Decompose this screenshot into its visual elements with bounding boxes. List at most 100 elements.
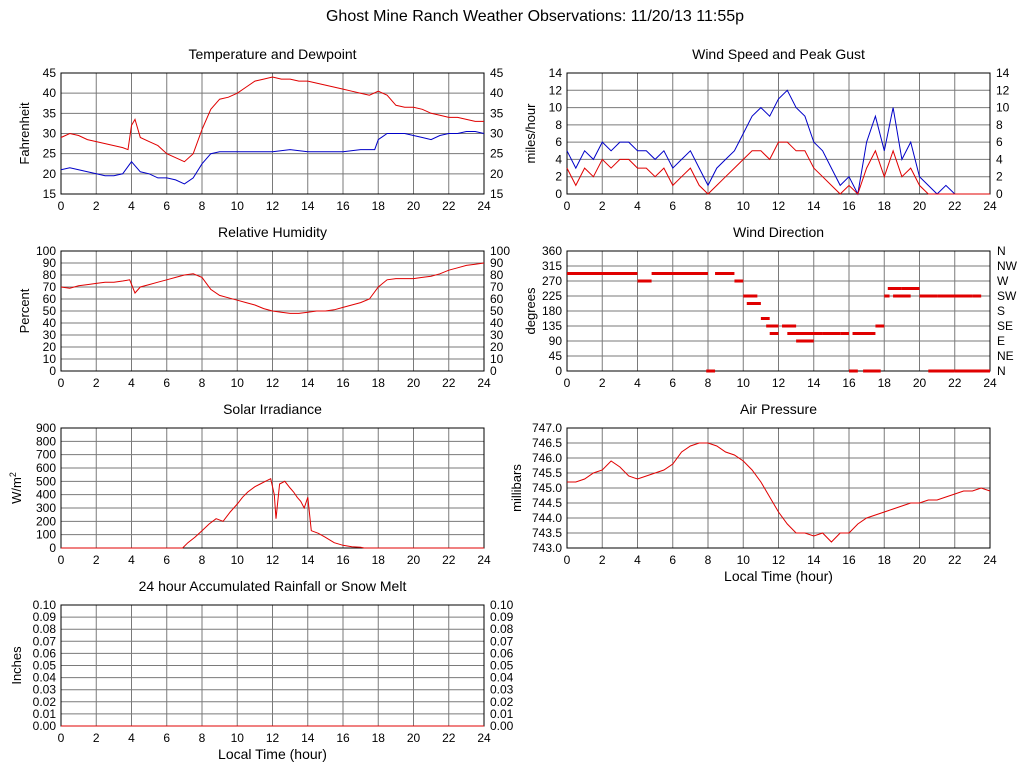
wind_direction-x-tick-label: 22 xyxy=(948,376,962,390)
rainfall-y-tick-label: 0.10 xyxy=(33,598,57,612)
solar-y-tick-label: 900 xyxy=(36,421,56,435)
rainfall-y-right-tick-label: 0.04 xyxy=(490,671,514,685)
humidity-x-tick-label: 20 xyxy=(407,376,421,390)
wind_speed-x-tick-label: 20 xyxy=(913,199,927,213)
pressure-y-tick-label: 744.5 xyxy=(532,496,562,510)
wind_speed-x-tick-label: 12 xyxy=(772,199,786,213)
wind_direction-x-tick-label: 20 xyxy=(913,376,927,390)
humidity-y-tick-label: 10 xyxy=(43,352,57,366)
solar-y-tick-label: 700 xyxy=(36,448,56,462)
rainfall-x-tick-label: 0 xyxy=(58,731,65,745)
temperature-x-tick-label: 12 xyxy=(266,199,280,213)
solar-x-tick-label: 8 xyxy=(199,553,206,567)
humidity-ylabel: Percent xyxy=(17,288,32,333)
rainfall-y-tick-label: 0.02 xyxy=(33,695,57,709)
rainfall-xlabel: Local Time (hour) xyxy=(218,746,327,762)
humidity-x-tick-label: 12 xyxy=(266,376,280,390)
rainfall-y-tick-label: 0.01 xyxy=(33,707,57,721)
wind_direction-y-tick-label: 45 xyxy=(549,349,563,363)
temperature-ylabel: Fahrenheit xyxy=(17,102,32,165)
humidity-y-right-tick-label: 60 xyxy=(490,292,504,306)
solar-x-tick-label: 24 xyxy=(477,553,491,567)
rainfall-y-tick-label: 0.00 xyxy=(33,719,57,733)
rainfall-x-tick-label: 20 xyxy=(407,731,421,745)
humidity-y-right-tick-label: 100 xyxy=(490,244,510,258)
wind_speed-x-tick-label: 4 xyxy=(634,199,641,213)
wind_speed-y-right-tick-label: 12 xyxy=(996,83,1010,97)
pressure-xlabel: Local Time (hour) xyxy=(724,568,833,584)
humidity-y-right-tick-label: 30 xyxy=(490,328,504,342)
temperature-x-tick-label: 18 xyxy=(372,199,386,213)
pressure-x-tick-label: 12 xyxy=(772,553,786,567)
temperature-x-tick-label: 6 xyxy=(163,199,170,213)
humidity-x-tick-label: 18 xyxy=(372,376,386,390)
rainfall-y-right-tick-label: 0.06 xyxy=(490,646,514,660)
temperature-x-tick-label: 4 xyxy=(128,199,135,213)
wind_speed-title: Wind Speed and Peak Gust xyxy=(692,46,865,62)
pressure-x-tick-label: 16 xyxy=(842,553,856,567)
humidity-x-tick-label: 8 xyxy=(199,376,206,390)
wind_speed-x-tick-label: 16 xyxy=(842,199,856,213)
pressure-frame xyxy=(566,427,991,549)
wind_speed-y-tick-label: 0 xyxy=(555,187,562,201)
rainfall-y-right-tick-label: 0.00 xyxy=(490,719,514,733)
wind_speed-y-right-tick-label: 4 xyxy=(996,152,1003,166)
rainfall-y-right-tick-label: 0.05 xyxy=(490,659,514,673)
temperature-x-tick-label: 16 xyxy=(336,199,350,213)
wind_direction-y-tick-label: 315 xyxy=(542,259,562,273)
solar-y-tick-label: 300 xyxy=(36,501,56,515)
wind_speed-x-tick-label: 6 xyxy=(669,199,676,213)
humidity-y-tick-label: 80 xyxy=(43,268,57,282)
solar-x-tick-label: 0 xyxy=(58,553,65,567)
wind_speed-series-1-line xyxy=(566,141,990,195)
wind_direction-x-tick-label: 18 xyxy=(878,376,892,390)
wind_direction-y-tick-label: 90 xyxy=(549,334,563,348)
wind_speed-y-right-tick-label: 14 xyxy=(996,66,1010,80)
wind_direction-y-tick-label: 180 xyxy=(542,304,562,318)
wind_direction-compass-label: NE xyxy=(997,349,1014,363)
temperature-y-right-tick-label: 30 xyxy=(490,127,504,141)
solar-x-tick-label: 4 xyxy=(128,553,135,567)
humidity-x-tick-label: 2 xyxy=(93,376,100,390)
pressure-title: Air Pressure xyxy=(740,401,817,417)
temperature-y-right-tick-label: 35 xyxy=(490,106,504,120)
wind_direction-compass-label: N xyxy=(997,244,1006,258)
humidity-x-tick-label: 4 xyxy=(128,376,135,390)
wind_direction-frame xyxy=(566,250,991,372)
humidity-x-tick-label: 16 xyxy=(336,376,350,390)
solar-ylabel: W/m2 xyxy=(8,472,24,504)
solar-x-tick-label: 2 xyxy=(93,553,100,567)
temperature-x-tick-label: 24 xyxy=(477,199,491,213)
humidity-title: Relative Humidity xyxy=(218,224,327,240)
wind_speed-y-tick-label: 4 xyxy=(555,152,562,166)
pressure-x-tick-label: 10 xyxy=(737,553,751,567)
pressure-x-tick-label: 2 xyxy=(599,553,606,567)
pressure-x-tick-label: 24 xyxy=(983,553,997,567)
humidity-y-right-tick-label: 10 xyxy=(490,352,504,366)
wind_direction-compass-label: N xyxy=(997,364,1006,378)
wind_direction-y-tick-label: 225 xyxy=(542,289,562,303)
humidity-y-tick-label: 60 xyxy=(43,292,57,306)
wind_speed-y-right-tick-label: 0 xyxy=(996,187,1003,201)
pressure-x-tick-label: 6 xyxy=(669,553,676,567)
pressure-y-tick-label: 746.5 xyxy=(532,436,562,450)
humidity-frame xyxy=(60,250,485,372)
temperature-y-tick-label: 25 xyxy=(43,147,57,161)
wind_direction-compass-label: W xyxy=(997,274,1009,288)
rainfall-y-tick-label: 0.03 xyxy=(33,683,57,697)
wind_direction-compass-label: NW xyxy=(997,259,1018,273)
pressure-x-tick-label: 0 xyxy=(564,553,571,567)
wind_speed-y-tick-label: 14 xyxy=(549,66,563,80)
wind_speed-x-tick-label: 14 xyxy=(807,199,821,213)
wind_direction-x-tick-label: 24 xyxy=(983,376,997,390)
rainfall-y-tick-label: 0.06 xyxy=(33,646,57,660)
humidity-series-0-line xyxy=(60,262,485,314)
wind_direction-compass-label: E xyxy=(997,334,1005,348)
temperature-y-tick-label: 45 xyxy=(43,66,57,80)
wind_direction-y-tick-label: 135 xyxy=(542,319,562,333)
humidity-x-tick-label: 10 xyxy=(231,376,245,390)
rainfall-y-tick-label: 0.09 xyxy=(33,610,57,624)
wind_direction-x-tick-label: 6 xyxy=(669,376,676,390)
solar-y-tick-label: 100 xyxy=(36,528,56,542)
